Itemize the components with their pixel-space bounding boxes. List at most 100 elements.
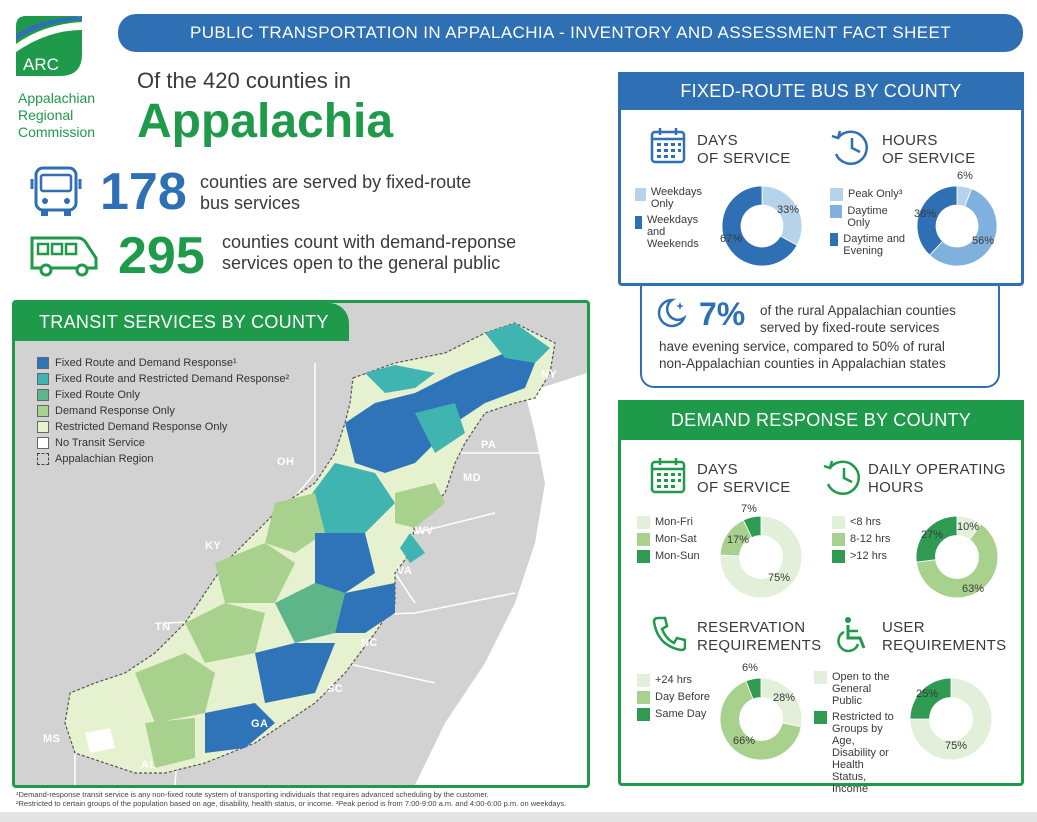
logo-line1: Appalachian [18,90,96,106]
fr-hours-donut [916,185,998,267]
pie-label: 10% [957,521,980,533]
fr-hours-title-2: OF SERVICE [882,150,976,167]
pie-label: 17% [727,534,750,546]
legend-swatch [832,516,845,529]
legend-label: Same Day [655,708,707,720]
legend-swatch [830,233,839,246]
bottom-strip [0,812,1037,822]
legend-swatch [637,691,650,704]
clock-icon [831,130,868,165]
dr-res-donut [719,677,803,761]
state-label: AL [141,759,157,771]
dr-days-title-1: DAYS [697,461,738,478]
legend-swatch [637,516,650,529]
legend-label: Restricted to Groups by Age, Disability … [832,711,894,795]
legend-item: Weekdays and Weekends [635,214,715,250]
legend-swatch [832,533,845,546]
intro-text: Of the 420 counties in [137,68,352,93]
fr-days-donut [721,185,803,267]
fr-hours-legend: Peak Only³ Daytime Only Daytime and Even… [830,188,910,257]
legend-swatch [637,533,650,546]
fixed-route-count: 178 [100,163,187,221]
legend-swatch [37,389,49,401]
legend-label: Mon-Sat [655,533,697,545]
legend-label: Daytime Only [847,205,888,229]
map-legend-item: Fixed Route Only [37,387,289,403]
legend-item: Weekdays Only [635,186,715,210]
legend-swatch [635,216,642,229]
pie-label: 75% [768,572,791,584]
pie-slice [915,523,999,599]
demand-response-text-2: services open to the general public [222,253,501,273]
legend-item: Same Day [637,708,710,721]
callout-line-1: of the rural Appalachian counties [760,303,956,318]
dr-res-legend: +24 hrs Day Before Same Day [637,674,710,721]
map-legend-item: Fixed Route and Restricted Demand Respon… [37,371,289,387]
calendar-icon [650,128,686,164]
dr-days-legend: Mon-Fri Mon-Sat Mon-Sun [637,516,700,563]
state-label: GA [251,718,269,730]
demand-response-count: 295 [118,227,205,285]
legend-label: >12 hrs [850,550,887,562]
arc-logo: ARC [16,16,82,76]
dr-user-title-1: USER [882,619,925,636]
clock-icon [823,460,860,495]
region-name: Appalachia [137,95,394,148]
pie-label: 67% [720,233,743,245]
pie-label: 25% [916,688,939,700]
state-label: NY [541,369,558,381]
legend-swatch [637,550,650,563]
legend-item: Mon-Sat [637,533,700,546]
legend-swatch [832,550,845,563]
pie-slice [721,185,798,267]
state-label: MS [43,733,61,745]
wheelchair-icon [837,617,866,653]
evening-callout [640,286,1000,388]
fixed-route-text-2: bus services [200,193,301,213]
pie-label: 28% [773,692,796,704]
legend-label: No Transit Service [55,437,145,449]
legend-label: Mon-Sun [655,550,700,562]
legend-item: Restricted to Groups by Age, Disability … [814,711,900,795]
logo-line3: Commission [18,124,96,140]
legend-swatch [814,711,827,724]
fr-days-title-1: DAYS [697,132,738,149]
legend-label: 8-12 hrs [850,533,891,545]
state-label: NC [361,637,378,649]
pie-slice [909,677,952,720]
fr-days-title-2: OF SERVICE [697,150,791,167]
state-label: TN [155,621,171,633]
callout-line-4: non-Appalachian counties in Appalachian … [659,356,946,371]
pie-slice [742,515,762,539]
legend-item: Daytime and Evening [830,233,910,257]
legend-swatch [37,437,49,449]
pie-slice [909,677,993,761]
bus-icon [30,166,82,216]
map-legend: Fixed Route and Demand Response¹ Fixed R… [37,355,289,467]
fr-hours-title-1: HOURS [882,132,938,149]
demand-response-text-1: counties count with demand-reponse [222,232,517,252]
map-legend-item: Restricted Demand Response Only [37,419,289,435]
pie-label: 33% [777,204,800,216]
calendar-icon [650,458,686,494]
legend-swatch [37,453,49,465]
legend-label: Appalachian Region [55,453,154,465]
legend-label: Fixed Route and Demand Response¹ [55,357,237,369]
pie-label: 63% [962,583,985,595]
legend-label: Weekdays and Weekends [646,214,699,250]
legend-label: Fixed Route Only [55,389,140,401]
legend-label: Fixed Route and Restricted Demand Respon… [55,373,290,385]
pie-label: 7% [741,503,757,515]
fixed-route-title: FIXED-ROUTE BUS BY COUNTY [618,72,1024,110]
dr-user-legend: Open to the General Public Restricted to… [814,671,900,795]
van-icon [30,236,98,277]
legend-label: Weekdays Only [650,186,703,210]
state-label: PA [481,439,497,451]
legend-item: Mon-Sun [637,550,700,563]
legend-item: Mon-Fri [637,516,700,529]
legend-swatch [814,671,827,684]
map-panel: TRANSIT SERVICES BY COUNTY Fixed Route a… [12,300,590,788]
state-label: OH [277,456,295,468]
map-legend-item: Appalachian Region [37,451,289,467]
header-bar: PUBLIC TRANSPORTATION IN APPALACHIA - IN… [118,14,1023,52]
